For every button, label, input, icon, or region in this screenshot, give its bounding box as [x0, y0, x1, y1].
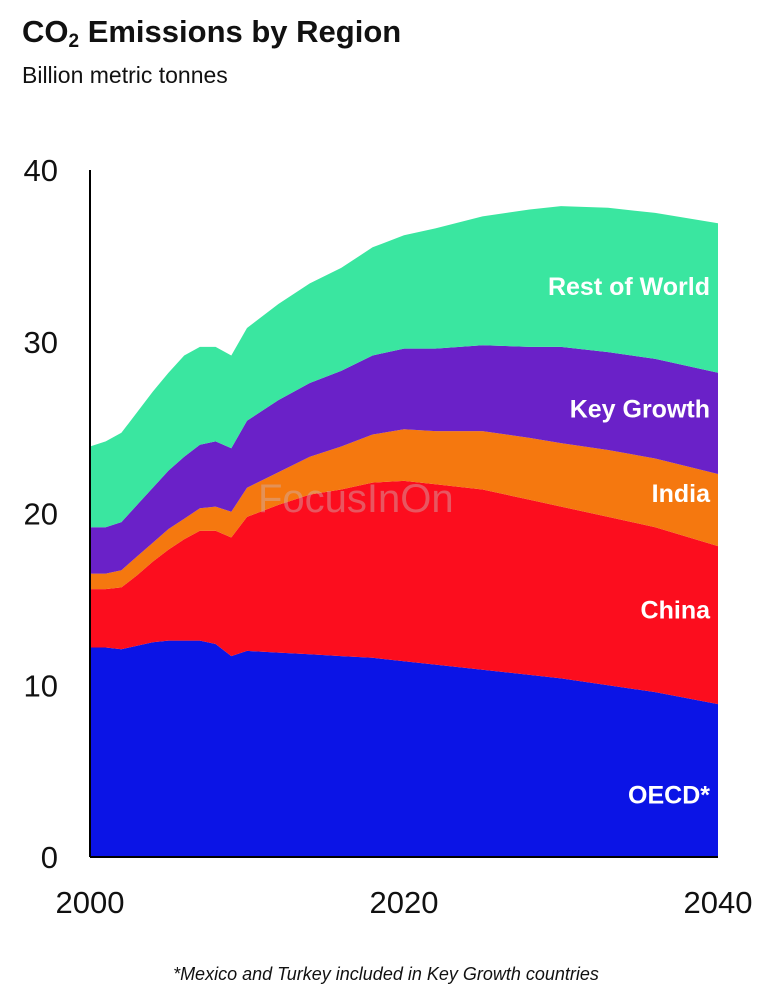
- chart-subtitle: Billion metric tonnes: [22, 62, 228, 88]
- axes: [89, 170, 718, 858]
- x-tick-label: 2020: [370, 885, 439, 920]
- series-label-india: India: [652, 480, 711, 508]
- y-tick-label: 40: [24, 153, 58, 188]
- y-tick-label: 30: [24, 325, 58, 360]
- watermark-text: FocusInOn: [258, 477, 454, 521]
- x-tick-label: 2000: [56, 885, 125, 920]
- series-label-oecd: OECD*: [628, 781, 710, 809]
- series-label-rest-of-world: Rest of World: [548, 273, 710, 301]
- x-tick-label: 2040: [684, 885, 753, 920]
- y-axis-ticks: 0 10 20 30 40: [24, 153, 58, 875]
- y-tick-label: 20: [24, 497, 58, 532]
- area-key-growth: [90, 345, 718, 574]
- area-india: [90, 429, 718, 590]
- series-labels: OECD* China India Key Growth Rest of World: [548, 273, 711, 809]
- y-tick-label: 10: [24, 668, 58, 703]
- area-rest-of-world: [90, 206, 718, 528]
- area-china: [90, 480, 718, 705]
- series-label-key-growth: Key Growth: [570, 396, 710, 424]
- x-axis-ticks: 2000 2020 2040: [56, 885, 753, 920]
- area-oecd: [90, 640, 718, 857]
- chart-title: CO2 Emissions by Region: [22, 14, 402, 52]
- footnote: *Mexico and Turkey included in Key Growt…: [173, 964, 599, 984]
- y-tick-label: 0: [41, 840, 58, 875]
- area-layers: [90, 206, 718, 857]
- series-label-china: China: [641, 597, 712, 625]
